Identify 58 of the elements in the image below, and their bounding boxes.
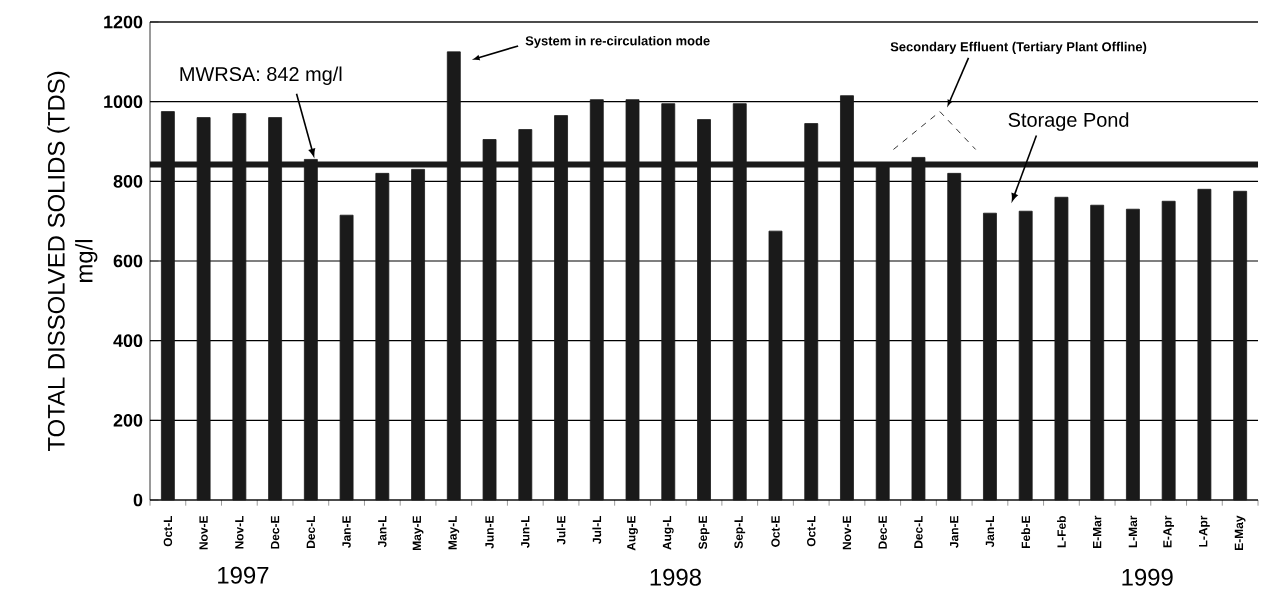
bar	[1090, 204, 1105, 501]
y-axis-title: TOTAL DISSOLVED SOLIDS (TDS) mg/l	[47, 71, 98, 452]
x-tick-label: Oct-L	[163, 515, 173, 547]
x-tick-label: Dec-L	[914, 515, 923, 548]
text: 1998	[650, 568, 701, 586]
bar	[1126, 208, 1140, 501]
x-tick-label: Feb-E	[1021, 516, 1031, 548]
x-tick-label: Jul-E	[556, 516, 566, 545]
bar	[947, 172, 962, 501]
x-tick-label: Nov-E	[842, 516, 852, 550]
x-tick-label: Jun-E	[485, 516, 494, 549]
x-tick-label: E-Apr	[1163, 515, 1174, 548]
y-tick-label: 0	[133, 493, 143, 507]
y-tick-label: 200	[113, 413, 143, 427]
bar	[339, 214, 354, 501]
x-tick-label: Nov-E	[199, 516, 208, 550]
bar	[768, 230, 783, 501]
x-tick-label: Aug-E	[627, 516, 638, 551]
x-tick-label: L-Apr	[1199, 515, 1210, 547]
y-tick-label: 800	[113, 174, 143, 188]
bar	[983, 212, 997, 501]
x-tick-label: Dec-L	[306, 515, 316, 548]
x-tick-label: Nov-L	[235, 515, 244, 549]
annotation: Storage Pond	[1008, 112, 1129, 131]
x-tick-label: Jul-L	[592, 515, 602, 544]
y-tick-label: 400	[113, 334, 143, 348]
x-tick-label: E-May	[1234, 515, 1246, 550]
x-tick-label: Jan-E	[950, 516, 959, 548]
y-tick-label: 1200	[104, 15, 143, 29]
bar	[1233, 190, 1248, 501]
x-tick-label: Oct-E	[771, 516, 780, 547]
x-tick-label: Jun-L	[521, 515, 530, 548]
bar	[1197, 188, 1212, 501]
bar	[375, 172, 390, 501]
x-tick-label: May-L	[448, 515, 460, 550]
x-tick-label: Jan-L	[985, 515, 995, 548]
x-tick-label: Oct-L	[807, 515, 816, 547]
text: 1997	[218, 566, 269, 584]
text: 1999	[1122, 568, 1173, 586]
y-tick-label: 1000	[104, 95, 143, 109]
x-tick-label: Sep-L	[734, 515, 746, 549]
x-tick-label: Dec-E	[270, 516, 280, 549]
x-tick-label: Dec-E	[878, 516, 887, 549]
x-tick-label: May-E	[412, 516, 424, 550]
x-tick-label: E-Mar	[1093, 515, 1102, 548]
annotation: Secondary Effluent (Tertiary Plant Offline)	[890, 41, 1147, 54]
ref-line-label: MWRSA: 842 mg/l	[180, 66, 342, 86]
x-tick-label: Jan-E	[342, 516, 351, 548]
bar	[1018, 210, 1033, 501]
annotation: System in re-circulation mode	[525, 35, 710, 48]
x-tick-label: Sep-E	[698, 516, 710, 550]
x-tick-label: Jan-L	[378, 515, 387, 548]
bar	[1054, 196, 1069, 501]
bar	[1161, 200, 1176, 501]
x-tick-label: Aug-L	[662, 515, 674, 550]
x-tick-label: L-Feb	[1057, 516, 1066, 548]
x-tick-label: L-Mar	[1128, 515, 1138, 548]
y-tick-label: 600	[113, 254, 143, 268]
